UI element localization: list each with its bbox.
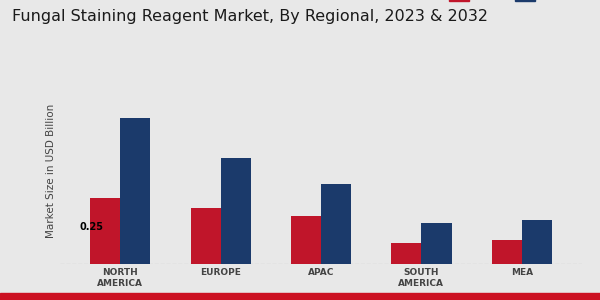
Y-axis label: Market Size in USD Billion: Market Size in USD Billion	[46, 104, 56, 238]
Bar	[391, 243, 421, 264]
Text: Fungal Staining Reagent Market, By Regional, 2023 & 2032: Fungal Staining Reagent Market, By Regio…	[12, 9, 488, 24]
Bar	[90, 198, 120, 264]
Text: 0.25: 0.25	[79, 223, 103, 232]
Bar	[321, 184, 351, 264]
Bar	[291, 216, 321, 264]
Bar	[221, 158, 251, 264]
Legend: 2023, 2032: 2023, 2032	[445, 0, 577, 6]
Bar	[421, 223, 452, 264]
Bar	[120, 118, 151, 264]
Bar	[191, 208, 221, 264]
Bar	[522, 220, 552, 264]
Bar	[491, 240, 522, 264]
